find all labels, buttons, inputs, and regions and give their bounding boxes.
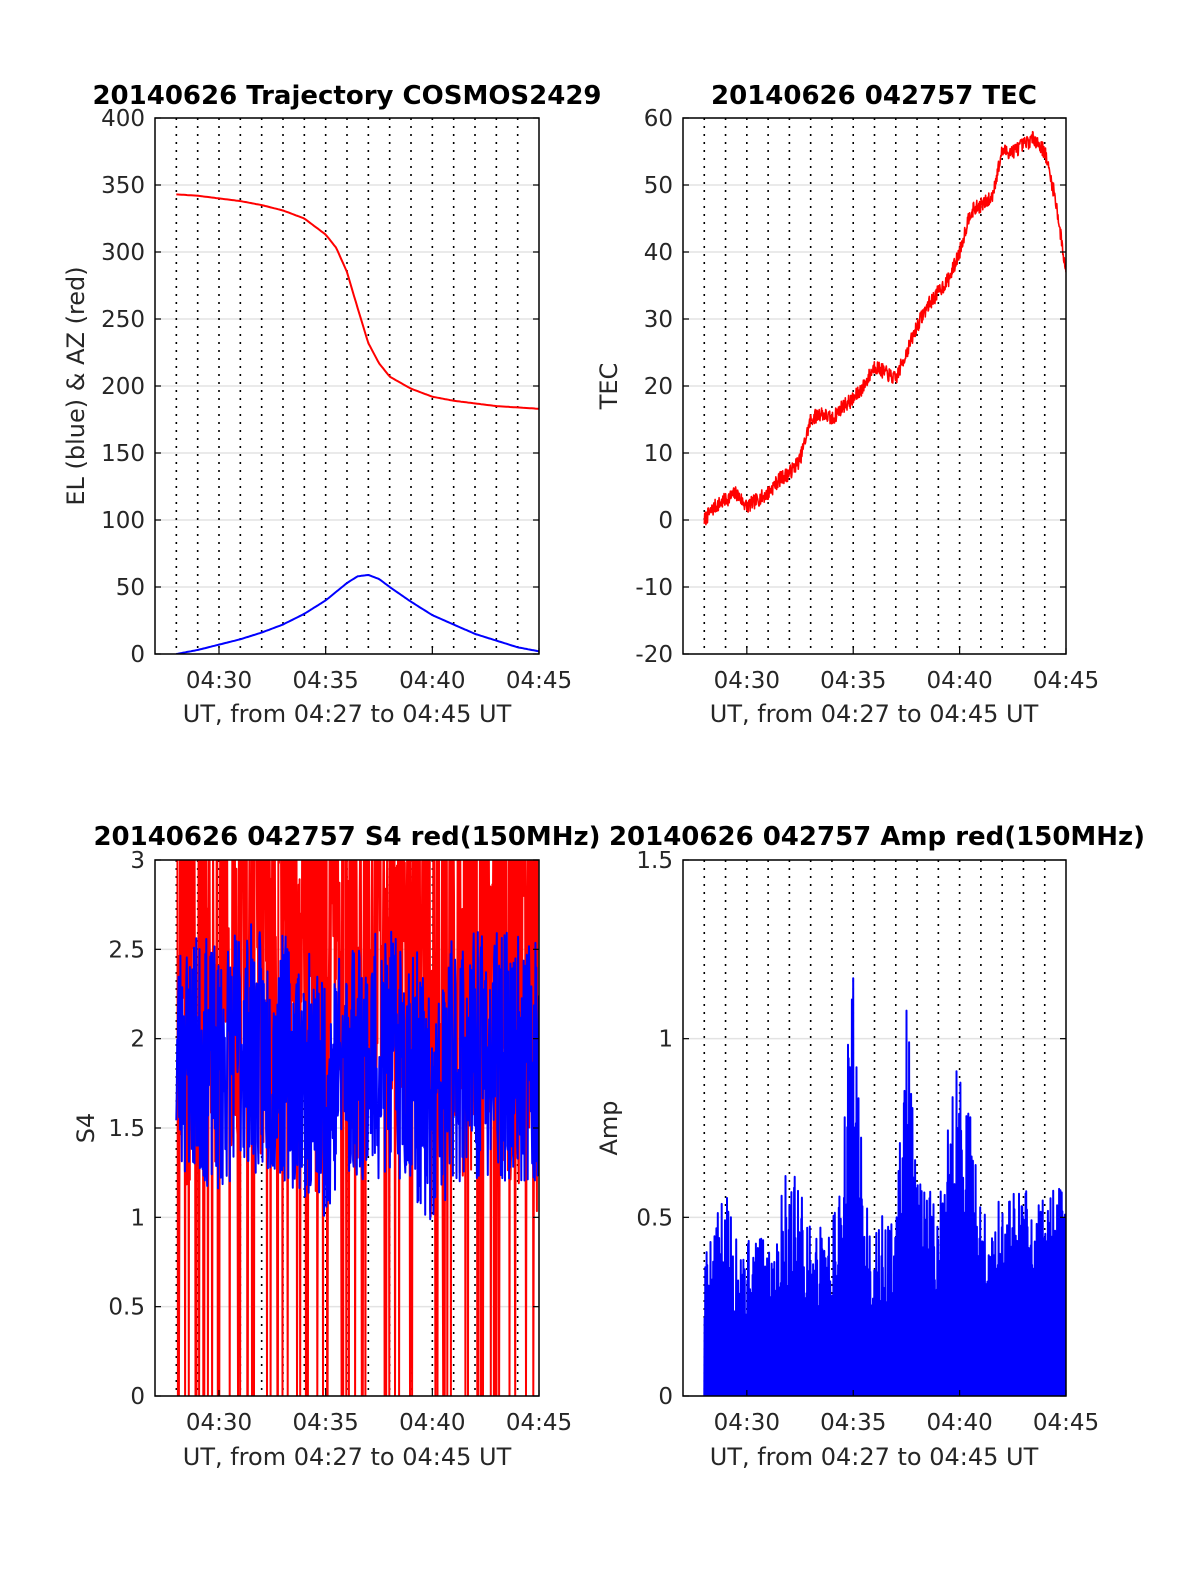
panel-trajectory-ytick-label: 150 — [101, 441, 145, 467]
panel-s4-xtick-label: 04:35 — [293, 1410, 359, 1436]
panel-tec-ytick-label: -10 — [635, 575, 673, 601]
panel-tec-ylabel: TEC — [595, 363, 623, 411]
panel-tec-xtick-label: 04:30 — [714, 668, 780, 694]
panel-amp: 0 0.5 1 1.5 04:30 04:35 04:40 04:45 20140626 04… — [595, 822, 1145, 1471]
panel-tec-ytick-label: 0 — [658, 508, 673, 534]
panel-amp-ytick-label: 1.5 — [636, 848, 673, 874]
panel-s4-ytick-label: 1.5 — [108, 1116, 145, 1142]
panel-trajectory-ytick-label: 250 — [101, 307, 145, 333]
panel-tec-ytick-label: -20 — [635, 642, 673, 668]
panel-trajectory-ytick-label: 50 — [116, 575, 145, 601]
panel-tec-xtick-label: 04:35 — [820, 668, 886, 694]
panel-trajectory-ylabel: EL (blue) & AZ (red) — [62, 266, 90, 505]
panel-s4-ytick-label: 3 — [130, 848, 145, 874]
panel-s4-xtick-label: 04:40 — [399, 1410, 465, 1436]
panel-trajectory-ytick-label: 200 — [101, 374, 145, 400]
panel-trajectory-series-0-line — [176, 193, 539, 410]
panel-s4-ytick-label: 0 — [130, 1384, 145, 1410]
panel-s4-ytick-label: 2.5 — [108, 937, 145, 963]
panel-tec-ytick-label: 40 — [644, 240, 673, 266]
panel-trajectory-xtick-label: 04:45 — [506, 668, 572, 694]
panel-s4-xtick-label: 04:45 — [506, 1410, 572, 1436]
panel-tec-xtick-label: 04:45 — [1033, 668, 1099, 694]
panel-amp-ylabel: Amp — [595, 1100, 623, 1155]
panel-tec-series-0-line — [703, 130, 1066, 526]
panel-s4-ylabel: S4 — [72, 1113, 100, 1144]
panel-amp-xlabel: UT, from 04:27 to 04:45 UT — [710, 1443, 1039, 1471]
panel-trajectory-ytick-label: 100 — [101, 508, 145, 534]
panel-trajectory: 0 50 100 150 200 250 300 350 400 04:30 04:35 04:40 0… — [62, 81, 602, 728]
panel-amp-title: 20140626 042757 Amp red(150MHz) — [609, 822, 1145, 852]
panel-trajectory-ytick-label: 350 — [101, 173, 145, 199]
panel-trajectory-xlabel: UT, from 04:27 to 04:45 UT — [183, 700, 512, 728]
panel-amp-xtick-label: 04:45 — [1033, 1410, 1099, 1436]
panel-amp-xtick-label: 04:40 — [926, 1410, 992, 1436]
panel-amp-xtick-label: 04:30 — [714, 1410, 780, 1436]
panel-amp-ytick-label: 1 — [658, 1027, 673, 1053]
panel-tec-ytick-label: 60 — [644, 106, 673, 132]
panel-tec-xlabel: UT, from 04:27 to 04:45 UT — [710, 700, 1039, 728]
panel-s4-series-1-line — [175, 923, 539, 1221]
panel-s4-ytick-label: 2 — [130, 1027, 145, 1053]
panel-trajectory-ytick-label: 300 — [101, 240, 145, 266]
panel-amp-series-0-line — [703, 977, 1066, 1396]
panel-amp-ytick-label: 0.5 — [636, 1205, 673, 1231]
panel-tec-ytick-label: 10 — [644, 441, 673, 467]
panel-s4: 0 0.5 1 1.5 2 2.5 3 04:30 04:35 04:40 04:45 201406… — [72, 822, 601, 1471]
panel-amp-xtick-label: 04:35 — [820, 1410, 886, 1436]
panel-amp-ytick-label: 0 — [658, 1384, 673, 1410]
panel-tec-ytick-label: 50 — [644, 173, 673, 199]
panel-tec-ytick-label: 30 — [644, 307, 673, 333]
panel-trajectory-xtick-label: 04:30 — [186, 668, 252, 694]
panel-tec-xtick-label: 04:40 — [926, 668, 992, 694]
panel-s4-xtick-label: 04:30 — [186, 1410, 252, 1436]
panel-amp-frame — [682, 859, 1067, 1397]
panel-trajectory-ytick-label: 400 — [101, 106, 145, 132]
panel-s4-ytick-label: 0.5 — [108, 1295, 145, 1321]
panel-s4-title: 20140626 042757 S4 red(150MHz) — [93, 822, 600, 852]
panel-trajectory-xtick-label: 04:35 — [293, 668, 359, 694]
panel-s4-xlabel: UT, from 04:27 to 04:45 UT — [183, 1443, 512, 1471]
panel-trajectory-xtick-label: 04:40 — [399, 668, 465, 694]
panel-trajectory-ytick-label: 0 — [130, 642, 145, 668]
panel-tec-title: 20140626 042757 TEC — [711, 81, 1037, 111]
panel-tec-ytick-label: 20 — [644, 374, 673, 400]
panel-trajectory-title: 20140626 Trajectory COSMOS2429 — [92, 81, 601, 111]
panel-s4-ytick-label: 1 — [130, 1205, 145, 1231]
panel-trajectory-series-1-line — [176, 574, 539, 654]
